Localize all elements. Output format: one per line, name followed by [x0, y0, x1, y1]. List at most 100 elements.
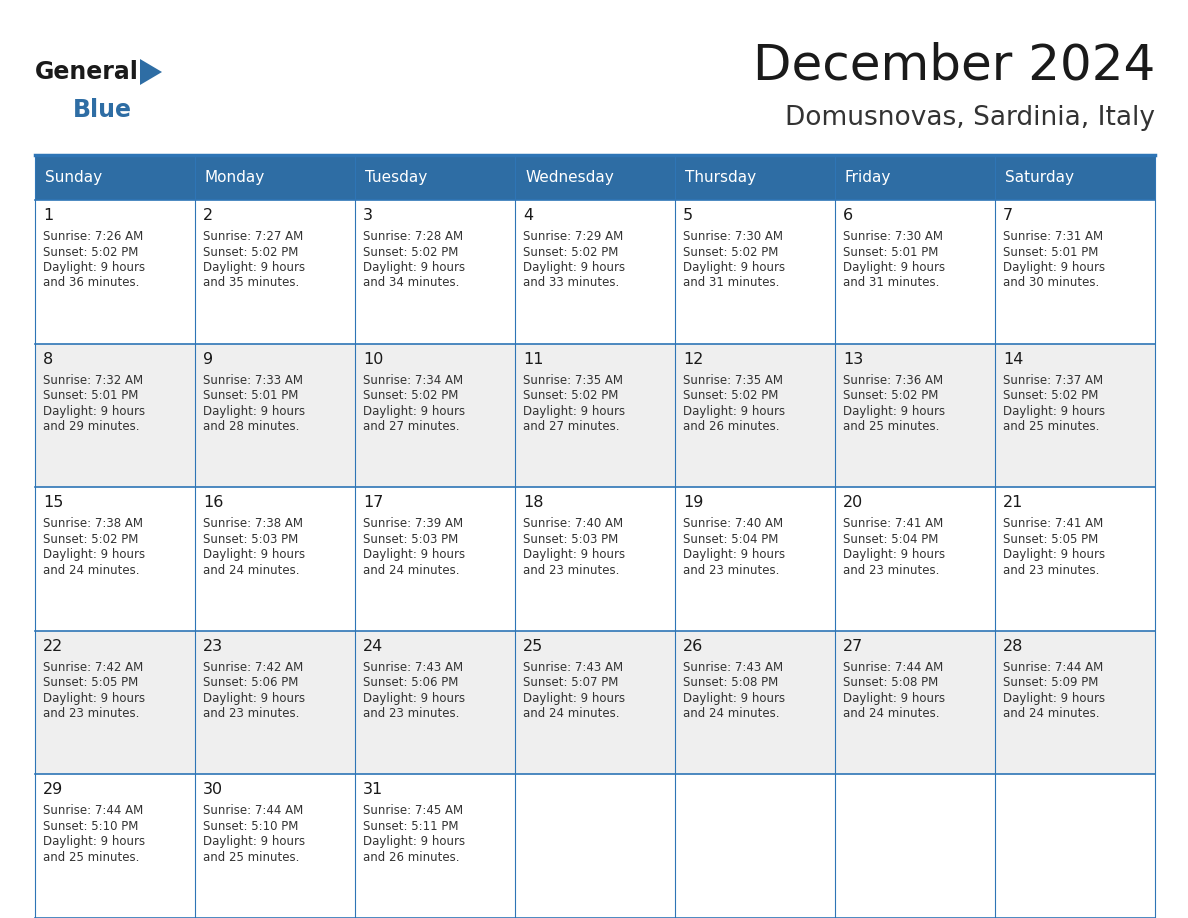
Text: Daylight: 9 hours: Daylight: 9 hours [364, 692, 466, 705]
Text: Sunset: 5:02 PM: Sunset: 5:02 PM [364, 389, 459, 402]
Text: 28: 28 [1003, 639, 1023, 654]
Text: Sunrise: 7:37 AM: Sunrise: 7:37 AM [1003, 374, 1104, 386]
Bar [355, 487, 516, 631]
Text: Sunset: 5:02 PM: Sunset: 5:02 PM [523, 245, 619, 259]
Text: and 24 minutes.: and 24 minutes. [364, 564, 460, 577]
Text: Sunrise: 7:43 AM: Sunrise: 7:43 AM [683, 661, 783, 674]
Text: Sunset: 5:07 PM: Sunset: 5:07 PM [523, 677, 619, 689]
Text: 27: 27 [843, 639, 864, 654]
Text: Daylight: 9 hours: Daylight: 9 hours [203, 261, 305, 274]
Text: Sunrise: 7:27 AM: Sunrise: 7:27 AM [203, 230, 303, 243]
Text: Sunrise: 7:38 AM: Sunrise: 7:38 AM [43, 517, 143, 531]
Text: Blue: Blue [72, 98, 132, 122]
Bar [675, 487, 835, 631]
Text: Sunset: 5:05 PM: Sunset: 5:05 PM [43, 677, 138, 689]
Text: Sunset: 5:10 PM: Sunset: 5:10 PM [43, 820, 138, 833]
Text: and 36 minutes.: and 36 minutes. [43, 276, 139, 289]
Text: and 23 minutes.: and 23 minutes. [1003, 564, 1099, 577]
Text: Sunset: 5:11 PM: Sunset: 5:11 PM [364, 820, 459, 833]
Bar [996, 775, 1155, 918]
Text: Wednesday: Wednesday [525, 170, 614, 185]
Text: and 27 minutes.: and 27 minutes. [523, 420, 619, 433]
Text: 14: 14 [1003, 352, 1023, 366]
Bar [34, 631, 195, 775]
Text: and 25 minutes.: and 25 minutes. [203, 851, 299, 864]
Text: Sunrise: 7:31 AM: Sunrise: 7:31 AM [1003, 230, 1104, 243]
Text: Daylight: 9 hours: Daylight: 9 hours [364, 405, 466, 418]
Text: Daylight: 9 hours: Daylight: 9 hours [683, 692, 785, 705]
Text: Sunset: 5:03 PM: Sunset: 5:03 PM [364, 532, 459, 545]
Text: Daylight: 9 hours: Daylight: 9 hours [203, 692, 305, 705]
Text: Sunrise: 7:44 AM: Sunrise: 7:44 AM [843, 661, 943, 674]
Text: 4: 4 [523, 208, 533, 223]
Text: Sunrise: 7:36 AM: Sunrise: 7:36 AM [843, 374, 943, 386]
Text: Sunrise: 7:32 AM: Sunrise: 7:32 AM [43, 374, 143, 386]
Text: Daylight: 9 hours: Daylight: 9 hours [523, 405, 625, 418]
Bar [34, 775, 195, 918]
Text: Sunrise: 7:33 AM: Sunrise: 7:33 AM [203, 374, 303, 386]
Text: and 23 minutes.: and 23 minutes. [523, 564, 619, 577]
Text: Daylight: 9 hours: Daylight: 9 hours [683, 261, 785, 274]
Text: Sunrise: 7:40 AM: Sunrise: 7:40 AM [683, 517, 783, 531]
Bar [835, 631, 996, 775]
Bar [34, 343, 195, 487]
Bar [835, 775, 996, 918]
Text: 23: 23 [203, 639, 223, 654]
Text: Domusnovas, Sardinia, Italy: Domusnovas, Sardinia, Italy [785, 105, 1155, 131]
Text: and 28 minutes.: and 28 minutes. [203, 420, 299, 433]
Text: Daylight: 9 hours: Daylight: 9 hours [364, 261, 466, 274]
Text: Daylight: 9 hours: Daylight: 9 hours [203, 835, 305, 848]
Bar [34, 487, 195, 631]
Text: and 24 minutes.: and 24 minutes. [43, 564, 139, 577]
Text: 11: 11 [523, 352, 543, 366]
Bar [195, 200, 355, 343]
Bar [835, 487, 996, 631]
Text: Sunset: 5:01 PM: Sunset: 5:01 PM [843, 245, 939, 259]
Bar [675, 631, 835, 775]
Text: Sunset: 5:06 PM: Sunset: 5:06 PM [364, 677, 459, 689]
Text: 13: 13 [843, 352, 864, 366]
Text: Daylight: 9 hours: Daylight: 9 hours [1003, 405, 1105, 418]
Bar [675, 775, 835, 918]
Text: and 23 minutes.: and 23 minutes. [843, 564, 940, 577]
Text: and 26 minutes.: and 26 minutes. [364, 851, 460, 864]
Text: and 25 minutes.: and 25 minutes. [1003, 420, 1099, 433]
Text: and 24 minutes.: and 24 minutes. [683, 707, 779, 721]
Text: Daylight: 9 hours: Daylight: 9 hours [364, 835, 466, 848]
Text: and 25 minutes.: and 25 minutes. [43, 851, 139, 864]
Bar [996, 200, 1155, 343]
Bar [195, 775, 355, 918]
Text: and 31 minutes.: and 31 minutes. [683, 276, 779, 289]
Bar [355, 775, 516, 918]
Text: Sunset: 5:02 PM: Sunset: 5:02 PM [203, 245, 298, 259]
Text: Sunset: 5:03 PM: Sunset: 5:03 PM [203, 532, 298, 545]
Bar [516, 343, 675, 487]
Bar [835, 200, 996, 343]
Text: Sunrise: 7:44 AM: Sunrise: 7:44 AM [203, 804, 303, 817]
Text: Sunset: 5:01 PM: Sunset: 5:01 PM [43, 389, 138, 402]
Text: Sunrise: 7:39 AM: Sunrise: 7:39 AM [364, 517, 463, 531]
Text: 29: 29 [43, 782, 63, 798]
Text: Sunset: 5:09 PM: Sunset: 5:09 PM [1003, 677, 1099, 689]
Text: Daylight: 9 hours: Daylight: 9 hours [683, 405, 785, 418]
Text: Sunset: 5:01 PM: Sunset: 5:01 PM [203, 389, 298, 402]
Text: Sunset: 5:10 PM: Sunset: 5:10 PM [203, 820, 298, 833]
Polygon shape [140, 59, 162, 85]
Text: and 23 minutes.: and 23 minutes. [364, 707, 460, 721]
Text: Sunrise: 7:28 AM: Sunrise: 7:28 AM [364, 230, 463, 243]
Text: Daylight: 9 hours: Daylight: 9 hours [523, 261, 625, 274]
Text: 6: 6 [843, 208, 853, 223]
Text: and 26 minutes.: and 26 minutes. [683, 420, 779, 433]
Text: 3: 3 [364, 208, 373, 223]
Text: Friday: Friday [845, 170, 891, 185]
Text: and 24 minutes.: and 24 minutes. [843, 707, 940, 721]
Text: 19: 19 [683, 495, 703, 510]
Text: and 23 minutes.: and 23 minutes. [203, 707, 299, 721]
Text: 31: 31 [364, 782, 384, 798]
Text: 22: 22 [43, 639, 63, 654]
Text: and 31 minutes.: and 31 minutes. [843, 276, 940, 289]
Bar [996, 487, 1155, 631]
Text: 2: 2 [203, 208, 213, 223]
Text: Sunset: 5:02 PM: Sunset: 5:02 PM [683, 389, 778, 402]
Text: Sunrise: 7:29 AM: Sunrise: 7:29 AM [523, 230, 624, 243]
